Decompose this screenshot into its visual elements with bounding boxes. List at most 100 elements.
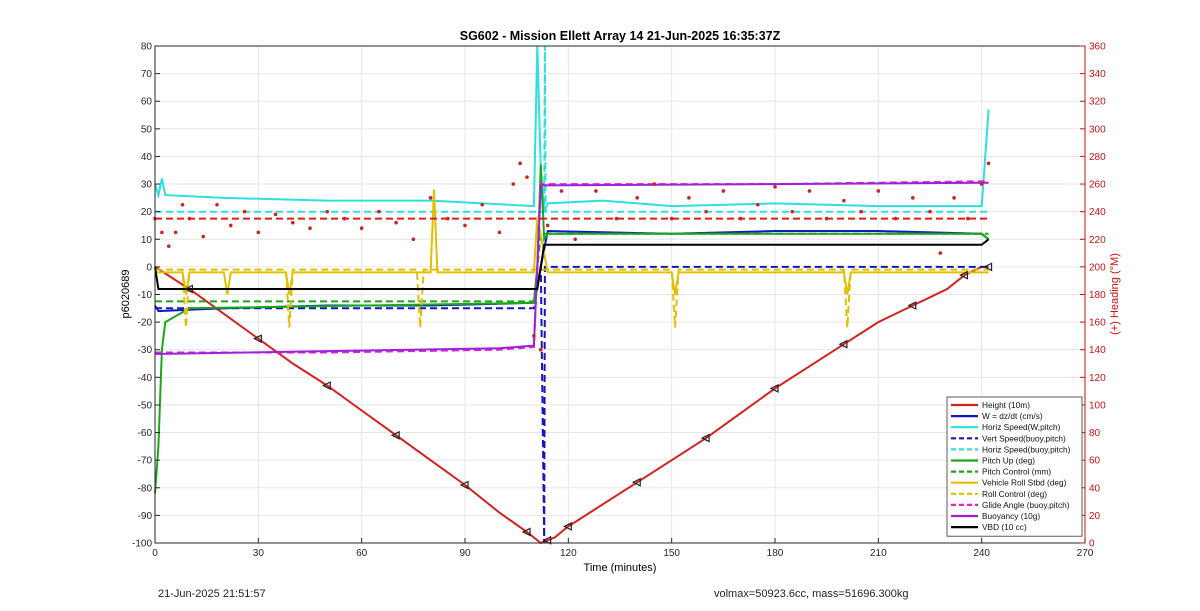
- series-marker: [755, 202, 760, 207]
- series-marker: [359, 226, 364, 231]
- series-marker: [480, 202, 485, 207]
- y-tick-label: -80: [138, 483, 153, 494]
- legend-entry: Vert Speed(buoy,pitch): [982, 433, 1066, 443]
- series-marker: [938, 251, 943, 255]
- y-tick-label: -30: [138, 345, 153, 356]
- series-marker: [559, 189, 564, 193]
- series-marker: [859, 209, 863, 214]
- y2-axis-label: (+) Heading (°M): [1109, 253, 1121, 335]
- series-marker: [876, 189, 881, 193]
- y-tick-label: -70: [138, 456, 153, 467]
- height-marker: [252, 334, 262, 344]
- legend-entry: Horiz Speed(W,pitch): [982, 422, 1061, 432]
- height-marker: [838, 339, 848, 349]
- y2-tick-label: 240: [1089, 207, 1106, 218]
- y2-tick-label: 40: [1089, 483, 1101, 494]
- series-marker: [986, 161, 991, 166]
- series-marker: [525, 175, 529, 179]
- x-tick-label: 270: [1077, 548, 1094, 559]
- y2-tick-label: 20: [1089, 511, 1101, 522]
- height-marker: [459, 480, 469, 490]
- series-marker: [308, 226, 312, 231]
- tick-labels: 0 30 60 90 120 150 180 210 240 270-100-90-80-70-6…: [132, 42, 1106, 560]
- height-marker: [184, 284, 194, 294]
- series-marker: [538, 347, 543, 352]
- y-tick-label: -10: [138, 290, 153, 301]
- series-marker: [201, 234, 206, 239]
- series-marker: [394, 220, 398, 225]
- y2-tick-label: 300: [1089, 124, 1106, 135]
- y2-tick-label: 160: [1089, 318, 1106, 329]
- series-marker: [228, 223, 233, 228]
- x-tick-label: 180: [767, 548, 784, 559]
- y-tick-label: 10: [141, 235, 153, 246]
- series-line-7: [155, 189, 989, 295]
- y-tick-label: -20: [138, 318, 153, 329]
- legend-entry: Glide Angle (buoy,pitch): [982, 500, 1070, 510]
- series-marker: [377, 209, 381, 214]
- height-marker: [983, 262, 993, 272]
- series-line-5: [154, 164, 990, 494]
- y2-tick-label: 320: [1089, 97, 1106, 108]
- legend-entry: Pitch Control (mm): [982, 467, 1051, 477]
- y-tick-label: 50: [141, 124, 153, 135]
- x-tick-label: 210: [870, 548, 887, 559]
- x-tick-label: 90: [459, 548, 471, 559]
- series-marker: [166, 244, 171, 248]
- y-axis-label: p6020689: [120, 270, 132, 319]
- series-marker: [594, 189, 598, 193]
- series-marker: [290, 220, 295, 225]
- series-marker: [721, 189, 726, 193]
- series-line-2: [154, 45, 990, 213]
- series-marker: [160, 230, 164, 235]
- legend-entry: Buoyancy (10g): [982, 511, 1040, 521]
- footer-params: volmax=50923.6cc, mass=51696.300kg: [714, 588, 909, 600]
- y-tick-label: -100: [132, 539, 152, 550]
- series-marker: [273, 212, 278, 217]
- series-line-11: [154, 238, 990, 290]
- grid-lines: [154, 45, 1086, 544]
- y2-tick-label: 200: [1089, 262, 1106, 273]
- legend-entry: Vehicle Roll Stbd (deg): [982, 478, 1067, 488]
- height-marker: [542, 535, 552, 545]
- height-marker: [769, 383, 779, 393]
- series-marker: [952, 196, 956, 200]
- y2-tick-label: 280: [1089, 152, 1106, 163]
- legend-entry: Pitch Up (deg): [982, 456, 1035, 466]
- series-marker: [635, 196, 640, 200]
- y-tick-label: 30: [141, 180, 153, 191]
- y2-tick-label: 340: [1089, 69, 1106, 80]
- series-marker: [242, 209, 247, 214]
- series-marker: [807, 189, 812, 193]
- series-marker: [256, 230, 261, 235]
- legend-entry: W = dz/dt (cm/s): [982, 411, 1043, 421]
- y-tick-label: 80: [141, 42, 153, 53]
- series-marker: [532, 334, 536, 338]
- series-marker: [215, 202, 219, 207]
- y-tick-label: -40: [138, 373, 153, 384]
- legend-box: [946, 396, 1083, 537]
- legend-entry: Roll Control (deg): [982, 489, 1047, 499]
- y-tick-label: 20: [141, 207, 153, 218]
- series-line-8: [155, 268, 989, 328]
- series-marker: [573, 237, 578, 242]
- y2-tick-label: 220: [1089, 235, 1106, 246]
- series-marker: [790, 209, 795, 214]
- series-marker: [173, 230, 178, 235]
- y2-tick-label: 140: [1089, 345, 1106, 356]
- legend-entry: Height (10m): [982, 400, 1030, 410]
- series-marker: [463, 223, 467, 228]
- y-tick-label: -60: [138, 428, 153, 439]
- series-marker: [511, 182, 516, 186]
- y-tick-label: -90: [138, 511, 153, 522]
- x-tick-label: 30: [253, 548, 265, 559]
- y2-tick-label: 100: [1089, 400, 1106, 411]
- y2-tick-label: 260: [1089, 180, 1106, 191]
- series-marker: [842, 198, 846, 203]
- x-tick-label: 240: [973, 548, 990, 559]
- y-tick-label: 40: [141, 152, 153, 163]
- series-marker: [704, 209, 708, 214]
- y2-tick-label: 120: [1089, 373, 1106, 384]
- series-marker: [773, 185, 777, 189]
